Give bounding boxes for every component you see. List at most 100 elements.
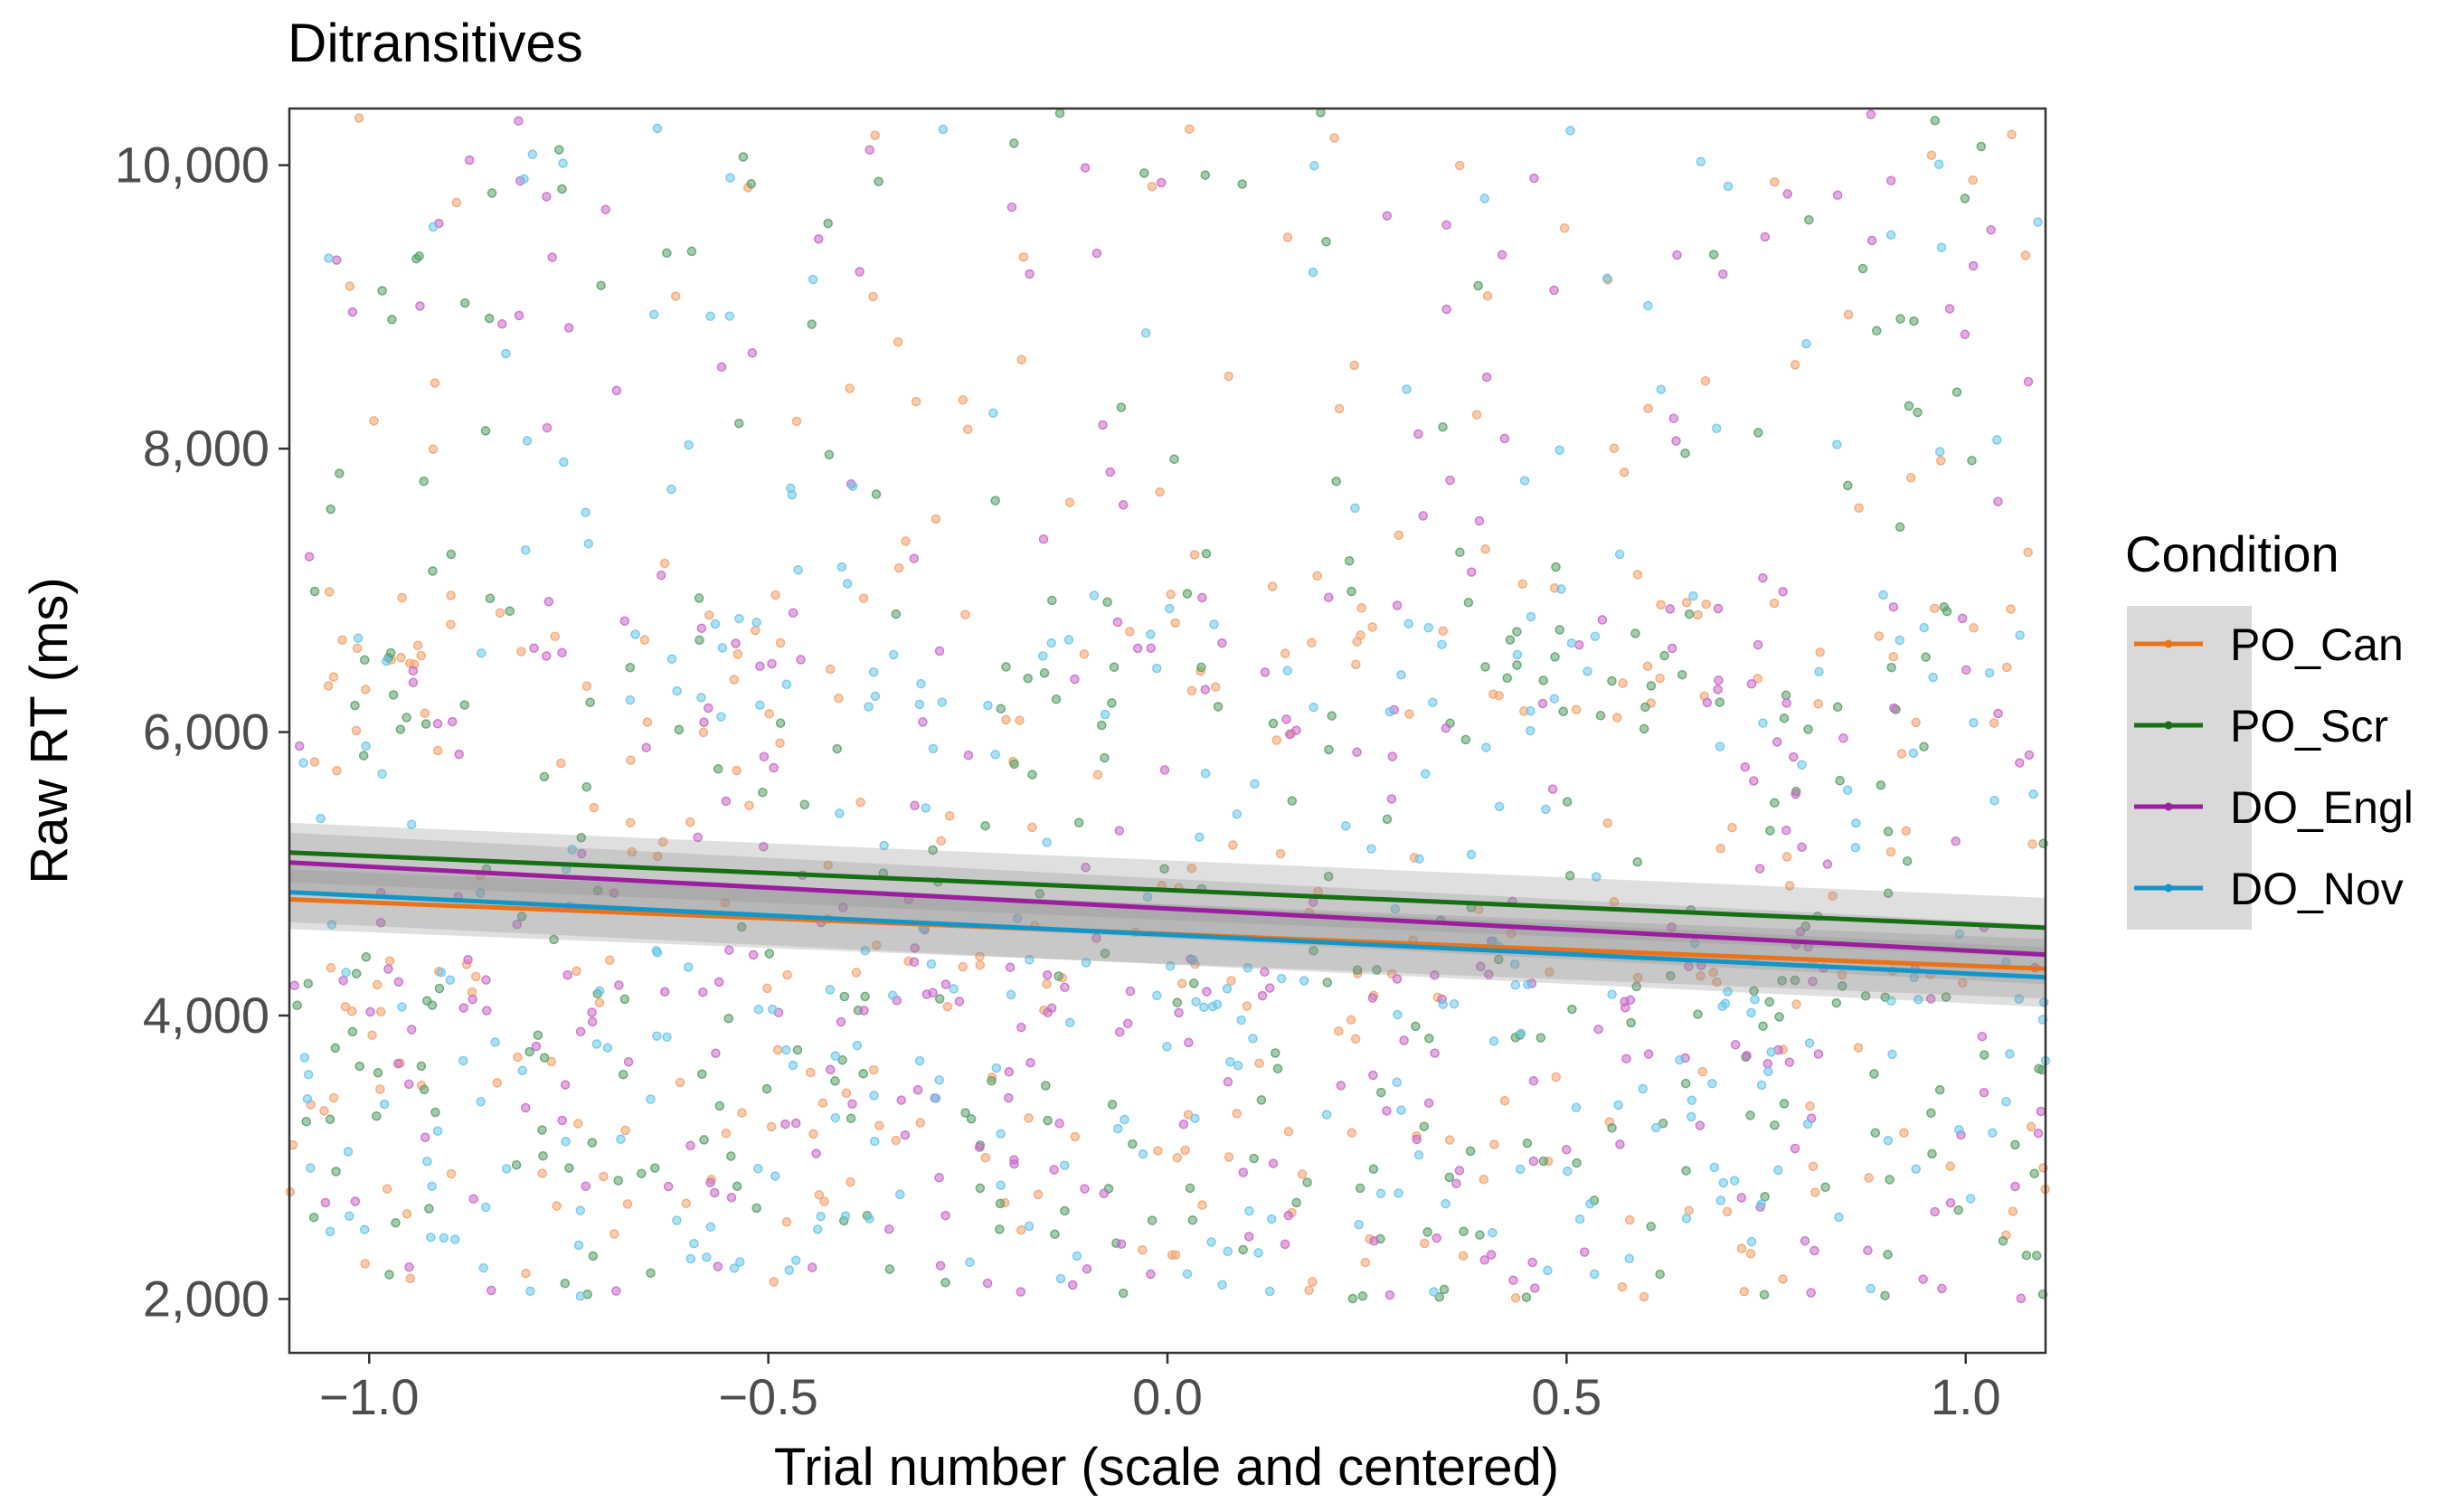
data-point-do-engl bbox=[383, 964, 393, 974]
data-point-do-engl bbox=[1760, 232, 1771, 242]
data-point-po-scr bbox=[1505, 635, 1516, 645]
data-point-po-can bbox=[870, 130, 880, 140]
data-point-do-nov bbox=[716, 712, 726, 722]
data-point-po-scr bbox=[1424, 1034, 1434, 1044]
data-point-po-can bbox=[1138, 1244, 1148, 1255]
data-point-po-scr bbox=[1941, 992, 1951, 1002]
data-point-do-engl bbox=[1742, 1050, 1752, 1061]
data-point-po-can bbox=[1027, 822, 1037, 833]
data-point-po-scr bbox=[1475, 1230, 1485, 1240]
data-point-do-nov bbox=[1212, 999, 1223, 1009]
data-point-do-nov bbox=[770, 1171, 780, 1181]
data-point-do-nov bbox=[812, 1224, 823, 1234]
data-point-po-scr bbox=[533, 1030, 543, 1040]
data-point-po-scr bbox=[975, 1183, 986, 1194]
data-point-do-engl bbox=[1441, 304, 1451, 315]
data-point-po-can bbox=[2001, 662, 2012, 673]
data-point-do-engl bbox=[1368, 1070, 1378, 1081]
data-point-po-scr bbox=[292, 1000, 302, 1011]
data-point-po-can bbox=[492, 1078, 502, 1088]
data-point-po-scr bbox=[1758, 1021, 1768, 1031]
data-point-do-nov bbox=[1687, 1111, 1696, 1122]
data-point-do-nov bbox=[1543, 1265, 1553, 1276]
data-point-do-engl bbox=[541, 651, 552, 661]
data-point-do-nov bbox=[298, 758, 308, 768]
data-point-po-scr bbox=[1291, 1197, 1301, 1208]
data-point-do-nov bbox=[1908, 748, 1919, 759]
data-point-po-can bbox=[1930, 603, 1940, 613]
data-point-do-nov bbox=[1883, 1135, 1894, 1146]
data-point-po-can bbox=[872, 940, 882, 950]
data-point-po-scr bbox=[384, 1270, 394, 1280]
data-point-do-nov bbox=[1773, 1165, 1783, 1176]
data-point-po-can bbox=[1736, 1243, 1747, 1253]
data-point-do-engl bbox=[1466, 567, 1477, 577]
data-point-po-scr bbox=[1659, 650, 1669, 661]
data-point-do-engl bbox=[1937, 1283, 1947, 1294]
data-point-do-nov bbox=[865, 1214, 874, 1224]
data-point-do-engl bbox=[1713, 685, 1723, 695]
data-point-po-can bbox=[704, 610, 714, 620]
data-point-do-nov bbox=[1392, 1077, 1402, 1088]
data-point-do-nov bbox=[781, 679, 792, 690]
data-point-po-can bbox=[1346, 1015, 1356, 1025]
data-point-po-can bbox=[516, 647, 526, 657]
data-point-po-can bbox=[1639, 1291, 1649, 1302]
data-point-do-engl bbox=[1625, 995, 1636, 1006]
data-point-po-scr bbox=[1309, 946, 1318, 956]
data-point-do-nov bbox=[476, 1096, 487, 1107]
data-point-po-scr bbox=[940, 1278, 950, 1288]
data-point-po-can bbox=[573, 1119, 583, 1129]
data-point-do-engl bbox=[464, 155, 475, 165]
data-point-do-nov bbox=[1142, 892, 1153, 902]
data-point-do-engl bbox=[587, 1007, 597, 1017]
data-point-do-engl bbox=[769, 762, 779, 773]
data-point-do-nov bbox=[666, 654, 677, 664]
data-point-do-nov bbox=[1449, 998, 1460, 1009]
data-point-po-can bbox=[328, 1092, 339, 1103]
data-point-do-engl bbox=[1146, 1269, 1156, 1280]
data-point-do-nov bbox=[1756, 1199, 1766, 1209]
data-point-do-nov bbox=[1354, 1219, 1364, 1230]
data-point-po-can bbox=[1510, 1293, 1521, 1303]
data-point-po-can bbox=[1708, 968, 1718, 978]
data-point-do-engl bbox=[1114, 826, 1125, 836]
data-point-po-can bbox=[851, 968, 862, 978]
data-point-po-can bbox=[657, 836, 668, 847]
data-point-po-scr bbox=[1655, 1269, 1665, 1280]
data-point-po-can bbox=[1745, 1249, 1756, 1259]
data-point-po-scr bbox=[839, 991, 850, 1002]
data-point-po-can bbox=[1186, 685, 1197, 696]
data-point-po-can bbox=[1404, 709, 1414, 719]
data-point-do-nov bbox=[710, 619, 721, 629]
fit-line-do-engl bbox=[288, 860, 2046, 958]
data-point-do-engl bbox=[375, 918, 386, 928]
data-point-po-can bbox=[1170, 618, 1180, 628]
data-point-do-engl bbox=[1529, 173, 1539, 184]
data-point-do-nov bbox=[1438, 999, 1448, 1009]
data-point-do-nov bbox=[1934, 447, 1945, 457]
data-point-po-can bbox=[1444, 1135, 1455, 1145]
data-point-do-engl bbox=[587, 1016, 598, 1027]
data-point-do-nov bbox=[1638, 1083, 1649, 1094]
data-point-po-can bbox=[685, 817, 695, 827]
data-point-po-scr bbox=[1054, 108, 1065, 118]
data-point-do-engl bbox=[1528, 1156, 1539, 1167]
data-point-po-scr bbox=[1779, 1099, 1790, 1109]
data-point-po-scr bbox=[1100, 949, 1110, 959]
data-point-do-nov bbox=[1832, 439, 1842, 449]
data-point-po-scr bbox=[330, 1043, 341, 1054]
data-point-po-scr bbox=[1934, 1084, 1945, 1095]
data-point-do-nov bbox=[602, 1043, 613, 1053]
data-point-po-can bbox=[1753, 674, 1762, 684]
data-point-do-nov bbox=[583, 538, 594, 549]
data-point-po-can bbox=[1770, 177, 1780, 187]
data-point-po-can bbox=[1125, 627, 1135, 637]
data-point-do-nov bbox=[1025, 955, 1035, 965]
data-point-do-nov bbox=[869, 1091, 879, 1101]
data-point-do-engl bbox=[1832, 190, 1843, 201]
data-point-do-nov bbox=[1746, 1236, 1757, 1247]
data-point-do-nov bbox=[439, 1233, 449, 1243]
data-point-po-can bbox=[729, 675, 739, 685]
